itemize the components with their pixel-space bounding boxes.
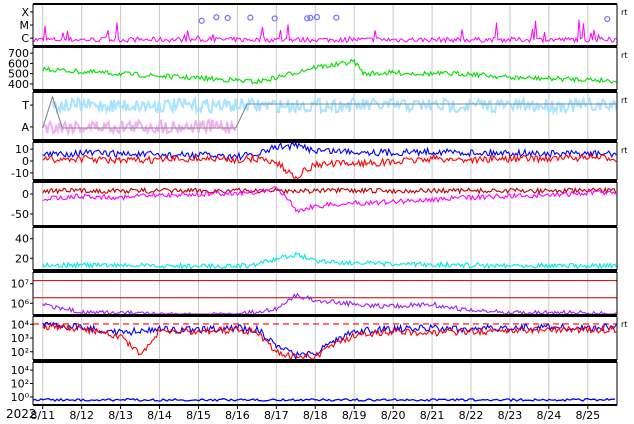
y-tick-label: 10²	[11, 378, 29, 391]
y-tick-label: 10⁶	[11, 297, 30, 310]
x-tick-label: 8/11	[30, 409, 55, 422]
right-tag: rt	[621, 51, 627, 60]
series-band-pink	[41, 118, 237, 137]
series-line-blue	[32, 397, 615, 403]
x-tick-label: 8/24	[537, 409, 562, 422]
series-line-red	[42, 323, 617, 361]
y-tick-label: T	[21, 99, 29, 112]
flare-marker	[224, 14, 231, 22]
x-tick-label: 8/18	[303, 409, 328, 422]
series-line-gray	[42, 95, 617, 129]
x-tick-label: 8/19	[342, 409, 367, 422]
series-band-lightblue	[51, 94, 618, 116]
y-tick-label: C	[21, 32, 29, 45]
y-tick-label: X	[21, 6, 29, 19]
flare-marker	[333, 14, 340, 21]
y-tick-label: 10⁰	[11, 391, 30, 404]
flare-marker	[604, 15, 611, 23]
x-tick-label: 8/22	[459, 409, 484, 422]
y-tick-label: -50	[11, 208, 29, 221]
flare-marker	[213, 14, 220, 21]
right-tag: rt	[621, 8, 627, 17]
y-tick-label: 10⁴	[11, 318, 30, 331]
flare-marker	[271, 15, 278, 22]
y-tick-label: A	[21, 121, 29, 134]
x-tick-label: 8/16	[225, 409, 250, 422]
x-tick-label: 8/23	[498, 409, 523, 422]
y-tick-label: -10	[11, 167, 29, 180]
x-tick-label: 8/13	[108, 409, 133, 422]
y-tick-label: 10⁷	[11, 278, 29, 291]
x-tick-label: 8/12	[69, 409, 94, 422]
panel-dst-index: 0 -50	[11, 181, 618, 227]
series-line-cyan	[42, 251, 617, 270]
x-tick-label: 8/15	[186, 409, 211, 422]
y-tick-label: 500	[8, 68, 29, 81]
series-line-green	[42, 58, 617, 85]
y-tick-label: 0	[22, 188, 29, 201]
series-line-blue	[42, 141, 617, 161]
series-line-magenta	[32, 19, 617, 44]
year-label: 2022	[6, 407, 37, 421]
series-line-darkred	[42, 186, 617, 195]
flare-marker	[307, 14, 314, 21]
y-tick-label: 10²	[11, 346, 29, 359]
series-line-blue	[42, 321, 617, 361]
panel-imf-bz: 100-10 rt	[11, 141, 627, 181]
right-tag: rt	[621, 146, 627, 155]
flare-marker	[304, 15, 311, 22]
flare-marker	[313, 14, 320, 21]
right-tag: rt	[621, 96, 627, 105]
series-line-magenta	[42, 185, 617, 214]
series-line-red	[42, 152, 617, 180]
right-tag: rt	[621, 320, 627, 329]
y-tick-label: 700	[8, 47, 29, 60]
x-axis: 8/11 8/12 8/13 8/14 8/15 8/16 8/17 8/18 8/19 8/20…	[30, 405, 600, 422]
y-tick-label: 600	[8, 57, 29, 70]
x-tick-label: 8/20	[381, 409, 406, 422]
y-tick-label: 400	[8, 78, 29, 91]
y-tick-label: 40	[15, 233, 29, 246]
x-tick-label: 8/14	[147, 409, 172, 422]
flare-marker	[198, 17, 205, 24]
series-line-purple	[42, 292, 617, 316]
y-tick-label: 10	[15, 143, 29, 156]
x-tick-label: 8/25	[575, 409, 600, 422]
x-tick-label: 8/17	[264, 409, 289, 422]
x-tick-label: 8/21	[420, 409, 445, 422]
y-tick-label: 0	[22, 155, 29, 168]
y-tick-label: M	[20, 19, 30, 32]
flare-marker	[247, 14, 254, 21]
chart-panels: XMCrt700600500400rtTArt100-10rt0-5040201…	[8, 3, 627, 406]
y-tick-label: 10⁴	[11, 364, 30, 377]
y-tick-label: 10³	[11, 332, 29, 345]
y-tick-label: 20	[15, 252, 29, 265]
